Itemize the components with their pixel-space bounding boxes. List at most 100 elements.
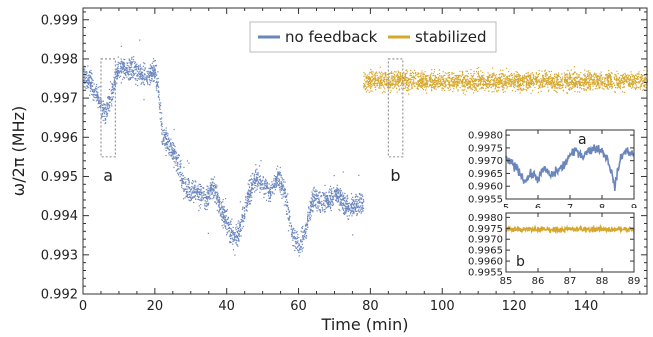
data-point-stabilized	[398, 71, 400, 73]
data-point-no-feedback	[172, 156, 175, 158]
data-point-no-feedback	[187, 197, 189, 199]
data-point-stabilized	[366, 86, 368, 88]
data-point-no-feedback	[153, 68, 155, 70]
data-point-stabilized	[412, 75, 414, 77]
data-point-stabilized	[597, 78, 599, 81]
data-point-no-feedback	[329, 202, 331, 204]
data-point-no-feedback	[143, 69, 146, 72]
data-point-stabilized	[587, 78, 589, 80]
data-point-no-feedback	[253, 180, 255, 182]
data-point-no-feedback	[282, 186, 284, 188]
data-point-stabilized	[421, 75, 423, 77]
data-point-no-feedback	[296, 242, 298, 245]
data-point-no-feedback	[117, 69, 119, 72]
data-point-stabilized	[443, 80, 445, 82]
data-point-stabilized	[584, 80, 586, 82]
data-point-no-feedback	[174, 146, 176, 148]
data-point-no-feedback	[171, 151, 173, 153]
data-point-no-feedback	[235, 227, 237, 229]
data-point-stabilized	[498, 84, 500, 86]
data-point-no-feedback	[163, 132, 165, 134]
data-point-no-feedback	[200, 188, 202, 190]
data-point-stabilized	[466, 78, 468, 80]
data-point-stabilized	[452, 84, 454, 87]
data-point-stabilized	[607, 81, 610, 83]
data-point-stabilized	[451, 85, 453, 87]
data-point-no-feedback	[330, 189, 332, 191]
data-point-no-feedback	[336, 188, 338, 190]
data-point-no-feedback	[146, 80, 148, 82]
data-point-stabilized	[547, 81, 549, 83]
data-point-stabilized	[531, 72, 533, 74]
data-point-stabilized	[453, 76, 455, 78]
data-point-no-feedback	[297, 234, 299, 236]
data-point-stabilized	[472, 84, 475, 86]
data-point-stabilized	[629, 80, 631, 82]
data-point-stabilized	[575, 80, 577, 82]
data-point-no-feedback	[85, 87, 87, 89]
data-point-stabilized	[425, 79, 427, 81]
data-point-no-feedback	[339, 202, 341, 205]
data-point-stabilized	[510, 79, 512, 81]
data-point-no-feedback	[215, 184, 217, 186]
data-point-no-feedback	[281, 185, 283, 187]
data-point-no-feedback	[208, 192, 210, 194]
data-point-stabilized	[498, 77, 500, 80]
data-point-stabilized	[568, 78, 570, 80]
data-point-no-feedback	[87, 82, 89, 84]
data-point-stabilized	[576, 78, 578, 80]
data-point-stabilized	[587, 87, 589, 89]
data-point-no-feedback	[140, 68, 142, 70]
data-point-no-feedback	[237, 222, 239, 224]
data-point-stabilized	[427, 75, 429, 77]
data-point-no-feedback	[331, 200, 333, 202]
data-point-no-feedback	[353, 203, 356, 205]
data-point-stabilized	[407, 77, 409, 79]
data-point-stabilized	[408, 81, 410, 83]
data-point-no-feedback	[223, 209, 225, 211]
data-point-stabilized	[559, 84, 561, 86]
data-point-no-feedback	[167, 141, 170, 143]
data-point-no-feedback	[113, 81, 115, 83]
data-point-stabilized	[511, 82, 513, 84]
data-point-stabilized	[374, 73, 376, 75]
data-point-no-feedback	[150, 65, 152, 67]
data-point-no-feedback	[97, 103, 99, 105]
data-point-no-feedback	[161, 130, 164, 132]
data-point-no-feedback	[112, 98, 114, 100]
data-point-no-feedback	[238, 226, 240, 228]
data-point-no-feedback	[197, 191, 199, 193]
data-point-no-feedback	[353, 205, 355, 207]
data-point-no-feedback	[167, 142, 169, 144]
data-point-no-feedback	[214, 201, 216, 203]
data-point-stabilized	[398, 89, 400, 91]
data-point-no-feedback	[255, 179, 257, 182]
data-point-stabilized	[433, 84, 435, 86]
data-point-stabilized	[530, 75, 532, 77]
data-point-stabilized	[594, 84, 596, 86]
data-point-no-feedback	[104, 115, 106, 117]
data-point-no-feedback	[172, 142, 175, 144]
data-point-stabilized	[642, 81, 644, 83]
data-point-stabilized	[372, 71, 374, 73]
data-point-no-feedback	[295, 232, 298, 234]
data-point-no-feedback	[318, 200, 320, 203]
data-point-stabilized	[549, 82, 551, 84]
data-point-stabilized	[465, 81, 467, 83]
data-point-no-feedback	[306, 235, 308, 237]
data-point-stabilized	[495, 76, 497, 78]
data-point-no-feedback	[320, 196, 322, 198]
data-point-stabilized	[434, 84, 436, 86]
data-point-stabilized	[598, 82, 600, 84]
data-point-stabilized	[561, 81, 563, 83]
data-point-stabilized	[595, 75, 597, 77]
data-point-stabilized	[633, 76, 635, 79]
data-point-no-feedback	[343, 194, 345, 196]
data-point-stabilized	[476, 84, 478, 86]
data-point-no-feedback	[122, 78, 124, 80]
data-point-no-feedback	[305, 230, 307, 232]
data-point-stabilized	[455, 74, 457, 77]
data-point-no-feedback	[358, 199, 360, 201]
data-point-stabilized	[389, 82, 391, 84]
data-point-no-feedback	[109, 98, 111, 100]
